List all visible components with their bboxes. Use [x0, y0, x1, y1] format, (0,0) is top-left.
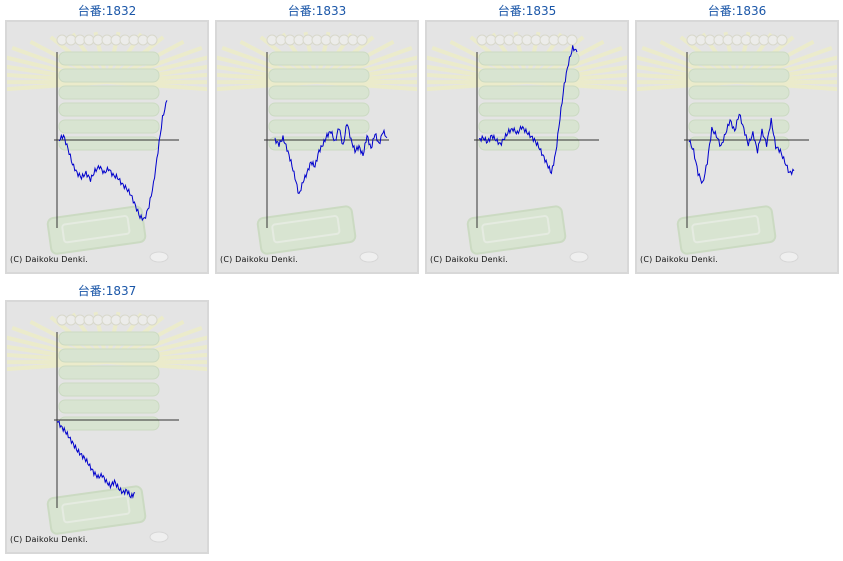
- machine-title-link[interactable]: 台番:1833: [287, 4, 347, 18]
- graph-svg: [7, 311, 207, 543]
- copyright-text: (C) Daikoku Denki.: [220, 255, 299, 264]
- machine-illustration: [217, 31, 417, 263]
- machine-illustration: [427, 31, 627, 263]
- machine-title-link[interactable]: 台番:1836: [707, 4, 767, 18]
- payout-line: [688, 113, 795, 185]
- copyright-text: (C) Daikoku Denki.: [10, 535, 89, 544]
- machine-card-1835[interactable]: 台番:1835 (C) Daikoku Denki.: [425, 2, 629, 274]
- copyright-text: (C) Daikoku Denki.: [10, 255, 89, 264]
- machine-card-1837[interactable]: 台番:1837 (C) Daikoku Denki.: [5, 282, 209, 554]
- payout-line: [58, 100, 168, 222]
- machine-title-link[interactable]: 台番:1835: [497, 4, 557, 18]
- graph-svg: [7, 31, 207, 263]
- machine-graph: (C) Daikoku Denki.: [635, 20, 839, 274]
- machine-graph: (C) Daikoku Denki.: [5, 20, 209, 274]
- machine-illustration: [637, 31, 837, 263]
- payout-line: [274, 123, 388, 195]
- machine-illustration: [7, 311, 207, 543]
- payout-line: [478, 45, 578, 175]
- machine-card-1832[interactable]: 台番:1832 (C) Daikoku Denki.: [5, 2, 209, 274]
- machine-graph: (C) Daikoku Denki.: [5, 300, 209, 554]
- machine-title-link[interactable]: 台番:1837: [77, 284, 137, 298]
- copyright-text: (C) Daikoku Denki.: [640, 255, 719, 264]
- graph-svg: [427, 31, 627, 263]
- machine-card-1833[interactable]: 台番:1833 (C) Daikoku Denki.: [215, 2, 419, 274]
- machine-illustration: [7, 31, 207, 263]
- machine-title-link[interactable]: 台番:1832: [77, 4, 137, 18]
- machine-graph: (C) Daikoku Denki.: [425, 20, 629, 274]
- graph-svg: [637, 31, 837, 263]
- copyright-text: (C) Daikoku Denki.: [430, 255, 509, 264]
- graph-svg: [217, 31, 417, 263]
- payout-line: [56, 420, 136, 499]
- machine-graph: (C) Daikoku Denki.: [215, 20, 419, 274]
- machine-card-1836[interactable]: 台番:1836 (C) Daikoku Denki.: [635, 2, 839, 274]
